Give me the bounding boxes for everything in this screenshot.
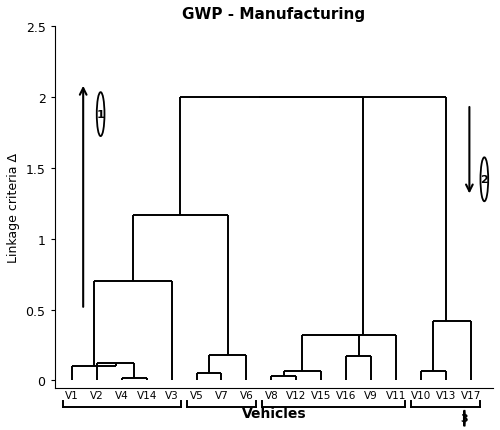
X-axis label: Vehicles: Vehicles: [242, 406, 306, 420]
Y-axis label: Linkage criteria Δ: Linkage criteria Δ: [7, 153, 20, 262]
Text: 3: 3: [460, 413, 468, 423]
Text: 2: 2: [480, 175, 488, 185]
Title: GWP - Manufacturing: GWP - Manufacturing: [182, 7, 366, 22]
Text: 1: 1: [96, 110, 104, 120]
